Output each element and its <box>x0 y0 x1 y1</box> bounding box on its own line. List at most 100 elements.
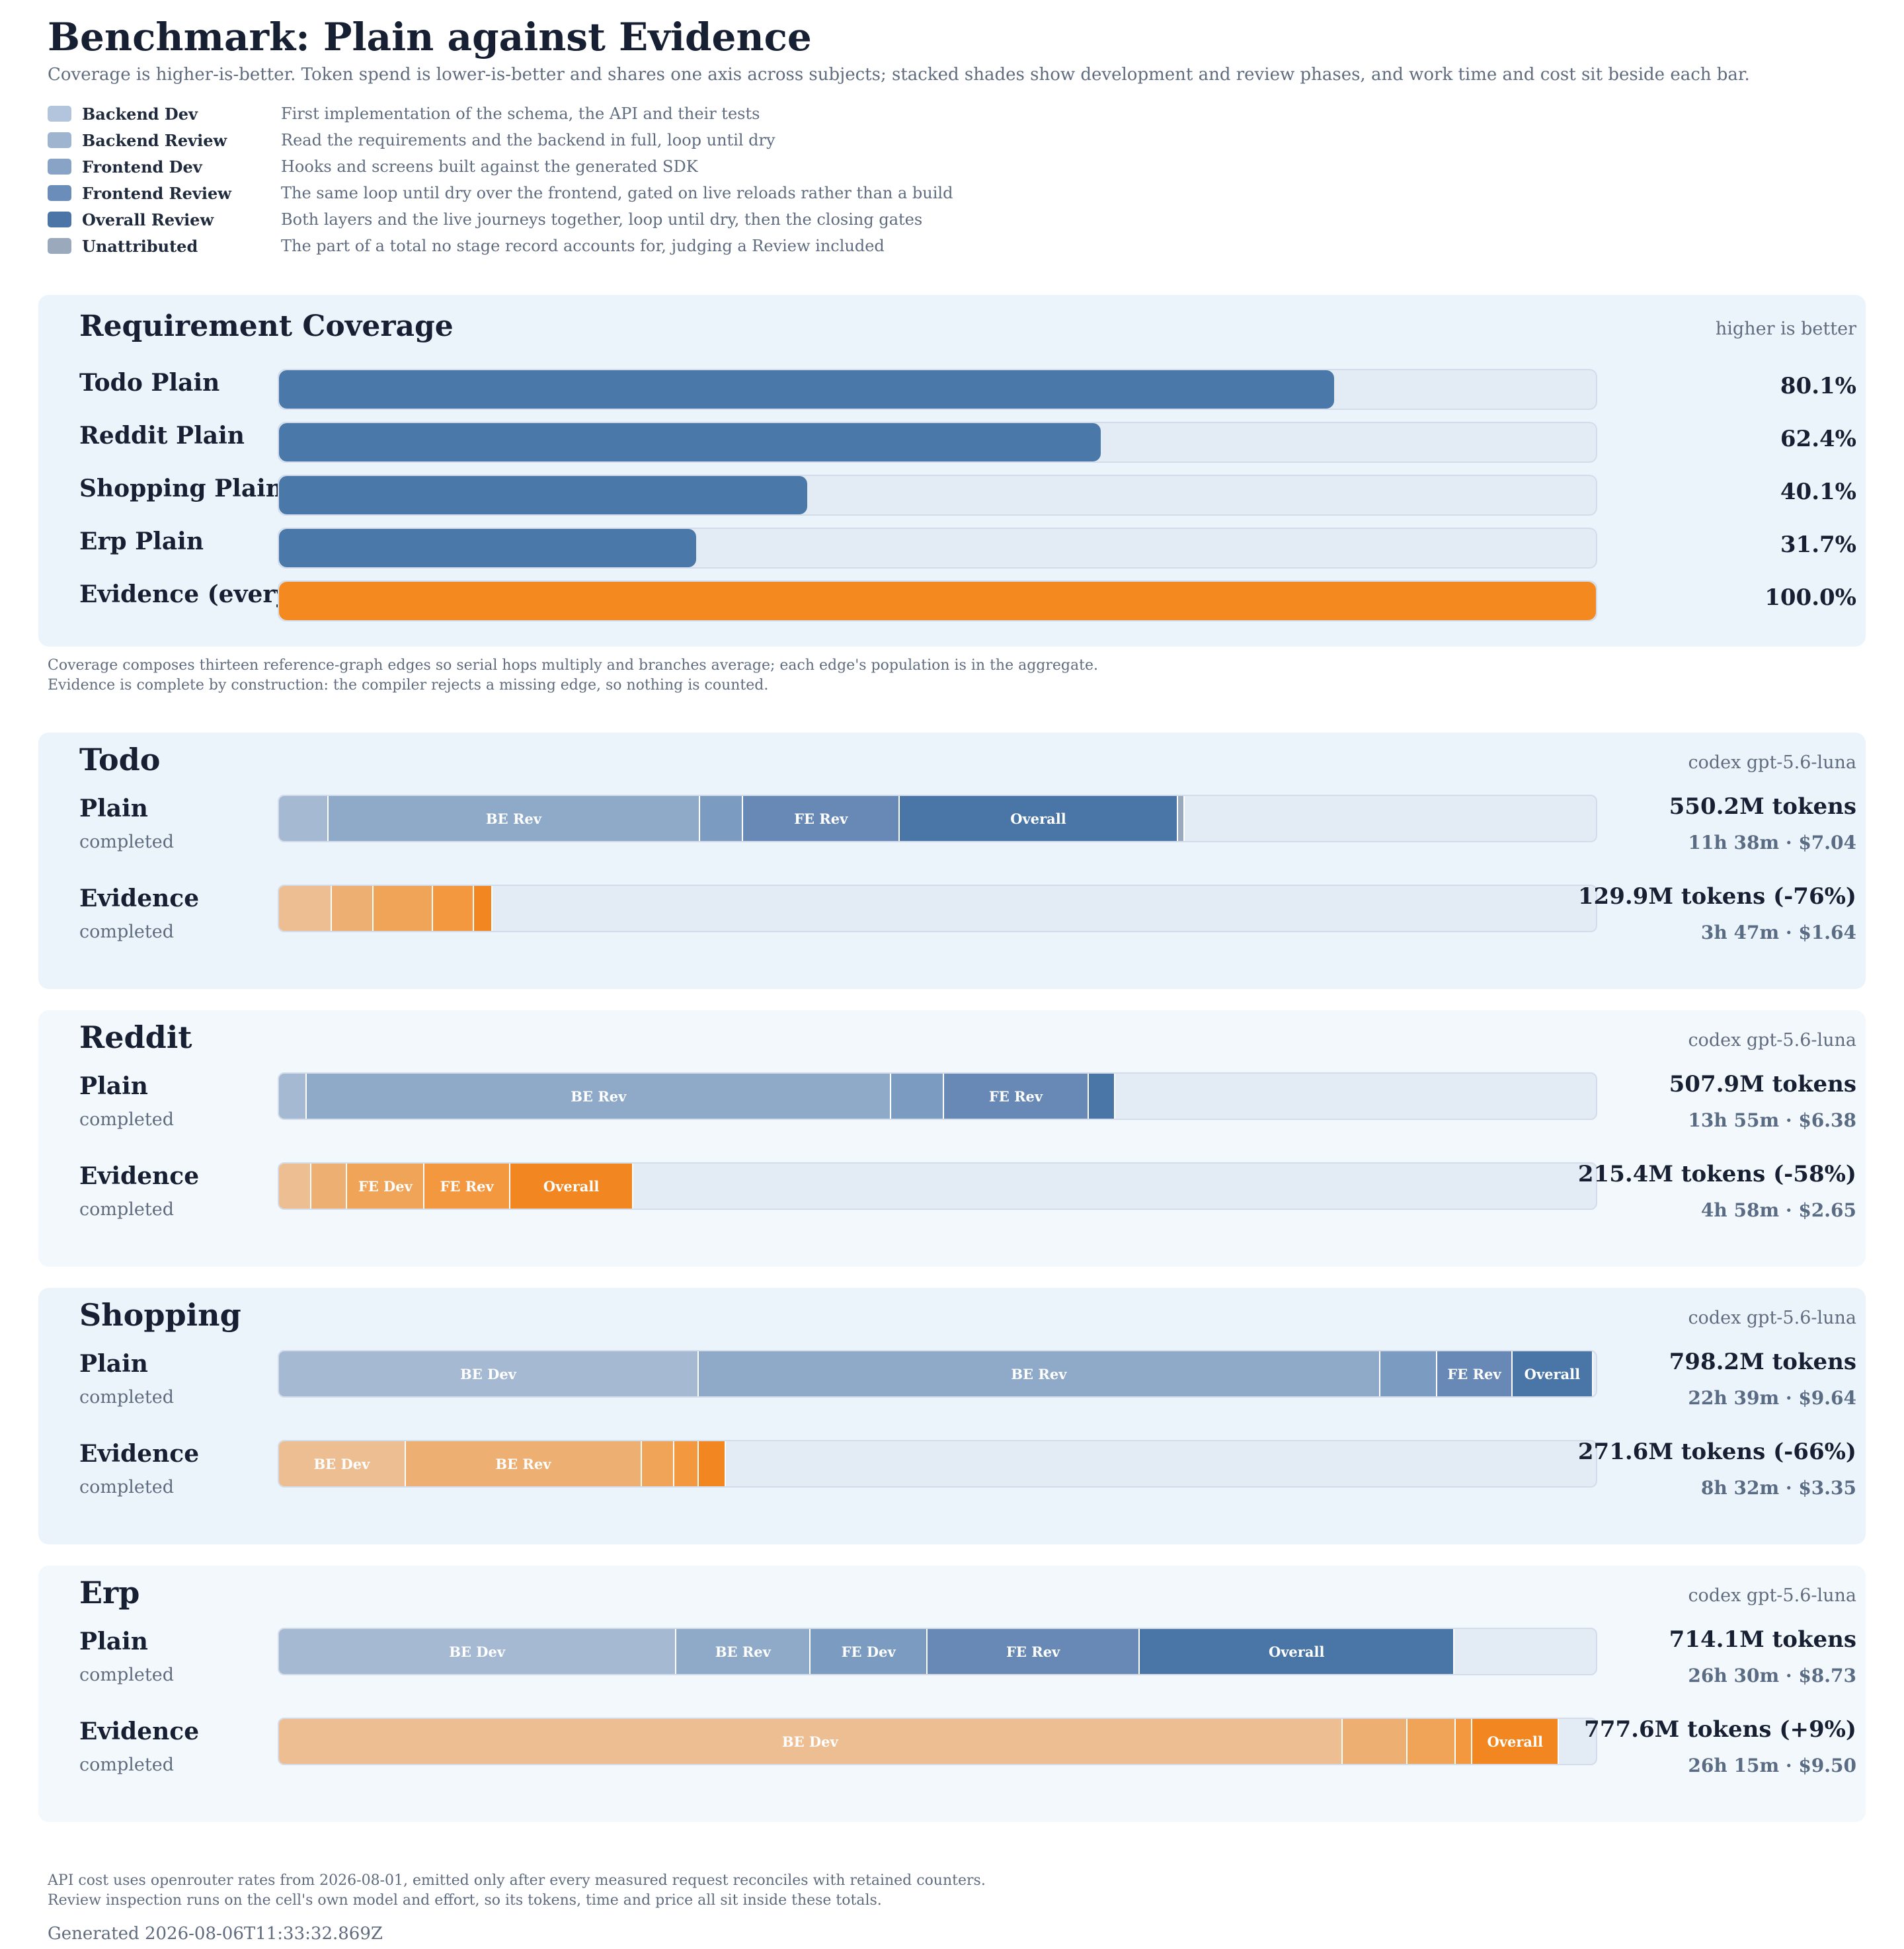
run-status: completed <box>79 1477 174 1497</box>
run-status: completed <box>79 1387 174 1408</box>
legend-swatch <box>48 106 71 122</box>
token-bar-track: BE Dev BE Rev <box>278 1440 1597 1488</box>
token-bar-segment: FE Rev <box>928 1629 1140 1674</box>
token-bar-segment: Overall <box>900 796 1178 841</box>
legend-swatch <box>48 238 71 254</box>
segment-label: BE Rev <box>1011 1365 1067 1382</box>
run-time-cost: 26h 30m · $8.73 <box>1688 1665 1856 1687</box>
run-name: Plain <box>79 1628 148 1655</box>
run-row-evidence: Evidence completed 129.9M tokens (-76%) 3h … <box>38 883 1866 957</box>
legend-swatch <box>48 159 71 175</box>
segment-label: FE Rev <box>1006 1643 1060 1660</box>
subject-title: Shopping <box>79 1297 241 1333</box>
coverage-row: Reddit Plain 62.4% <box>38 417 1866 469</box>
subject-title: Reddit <box>79 1019 192 1055</box>
coverage-panel: Requirement Coverage higher is better To… <box>38 295 1866 647</box>
token-bar-segment: BE Rev <box>307 1074 892 1119</box>
token-bar-segment <box>1342 1719 1408 1764</box>
token-bar-track: BE Dev Overall <box>278 1718 1597 1765</box>
run-row-plain: Plain completed BE Rev FE Rev 507.9M tokens 1… <box>38 1071 1866 1145</box>
token-bar-track: BE Dev BE Rev FE Dev FE Rev Overall <box>278 1628 1597 1675</box>
legend-item-description: First implementation of the schema, the … <box>281 104 760 123</box>
segment-label: BE Dev <box>781 1733 838 1750</box>
legend-item: Backend Dev First implementation of the s… <box>48 104 1171 131</box>
coverage-bar <box>279 582 1596 620</box>
coverage-row: Erp Plain 31.7% <box>38 522 1866 575</box>
run-row-evidence: Evidence completed FE Dev FE Rev Overall 215.… <box>38 1161 1866 1235</box>
legend-item: Unattributed The part of a total no stage… <box>48 237 1171 263</box>
coverage-bar-track <box>278 580 1597 621</box>
token-bar-segment <box>433 886 475 931</box>
coverage-bar <box>279 370 1334 409</box>
legend-swatch <box>48 212 71 227</box>
token-bar-segment: BE Dev <box>279 1351 699 1396</box>
token-bar-segment: BE Rev <box>328 796 701 841</box>
legend-item-name: Backend Dev <box>82 104 198 124</box>
coverage-value-label: 31.7% <box>1780 532 1856 558</box>
footer-note: Review inspection runs on the cell's own… <box>48 1892 882 1909</box>
segment-label: BE Rev <box>485 810 541 827</box>
token-bar-segment: BE Rev <box>676 1629 811 1674</box>
run-row-plain: Plain completed BE Rev FE Rev Overall 550.2M … <box>38 793 1866 867</box>
run-tokens: 714.1M tokens <box>1669 1626 1856 1653</box>
token-bar-segment: FE Rev <box>943 1074 1090 1119</box>
coverage-category-label: Shopping Plain <box>79 475 284 502</box>
coverage-bar-track <box>278 528 1597 569</box>
run-tokens: 215.4M tokens (-58%) <box>1577 1161 1856 1187</box>
run-name: Plain <box>79 1350 148 1378</box>
coverage-title: Requirement Coverage <box>79 309 454 343</box>
segment-label: Overall <box>1268 1643 1325 1660</box>
legend-item-description: Read the requirements and the backend in… <box>281 131 775 149</box>
run-name: Evidence <box>79 1440 200 1468</box>
coverage-bar-track <box>278 369 1597 410</box>
segment-label: Overall <box>1487 1733 1543 1750</box>
segment-label: FE Rev <box>794 810 848 827</box>
token-bar-segment <box>1380 1351 1437 1396</box>
token-bar-segment <box>332 886 374 931</box>
segment-label: FE Dev <box>358 1177 413 1195</box>
run-tokens: 550.2M tokens <box>1669 793 1856 820</box>
run-time-cost: 4h 58m · $2.65 <box>1700 1199 1856 1221</box>
subject-title: Todo <box>79 742 161 777</box>
token-bar-segment: BE Dev <box>279 1629 677 1674</box>
subject-panel-todo: Todo codex gpt-5.6-luna Plain completed BE R… <box>38 733 1866 989</box>
run-time-cost: 13h 55m · $6.38 <box>1688 1109 1856 1131</box>
generated-timestamp: Generated 2026-08-06T11:33:32.869Z <box>48 1924 383 1944</box>
legend-swatch <box>48 185 71 201</box>
token-bar-segment: Overall <box>1472 1719 1560 1764</box>
token-bar-segment <box>1456 1719 1473 1764</box>
token-bar-segment: Overall <box>1140 1629 1455 1674</box>
segment-label: BE Dev <box>313 1455 370 1472</box>
coverage-row: Todo Plain 80.1% <box>38 364 1866 417</box>
coverage-value-label: 100.0% <box>1765 584 1856 611</box>
legend-item: Frontend Review The same loop until dry o… <box>48 184 1171 210</box>
legend-item-name: Backend Review <box>82 131 227 150</box>
token-bar-segment: BE Dev <box>279 1719 1343 1764</box>
coverage-row: Evidence (every subject) 100.0% <box>38 575 1866 628</box>
segment-label: FE Rev <box>440 1177 494 1195</box>
run-name: Evidence <box>79 885 200 912</box>
coverage-category-label: Erp Plain <box>79 528 204 555</box>
token-bar-segment: FE Rev <box>424 1164 510 1209</box>
legend-item-description: Hooks and screens built against the gene… <box>281 157 698 176</box>
coverage-value-label: 80.1% <box>1780 373 1856 399</box>
run-row-evidence: Evidence completed BE Dev BE Rev 271.6M toke… <box>38 1439 1866 1513</box>
segment-label: FE Dev <box>841 1643 896 1660</box>
token-bar-track: BE Rev FE Rev Overall <box>278 795 1597 842</box>
segment-label: BE Rev <box>571 1088 627 1105</box>
legend-item-name: Frontend Dev <box>82 157 202 177</box>
legend-swatch <box>48 132 71 148</box>
subject-panel-reddit: Reddit codex gpt-5.6-luna Plain completed BE… <box>38 1010 1866 1267</box>
run-name: Plain <box>79 795 148 822</box>
token-bar-segment <box>279 1074 307 1119</box>
token-bar-segment: BE Dev <box>279 1441 406 1486</box>
coverage-footnote: Coverage composes thirteen reference-gra… <box>48 657 1098 674</box>
coverage-value-label: 40.1% <box>1780 479 1856 505</box>
coverage-bar <box>279 476 807 514</box>
subject-title: Erp <box>79 1575 140 1611</box>
token-bar-segment <box>311 1164 348 1209</box>
run-status: completed <box>79 922 174 942</box>
token-bar-segment <box>1407 1719 1456 1764</box>
subject-model: codex gpt-5.6-luna <box>1688 752 1856 773</box>
token-bar-segment <box>279 886 333 931</box>
